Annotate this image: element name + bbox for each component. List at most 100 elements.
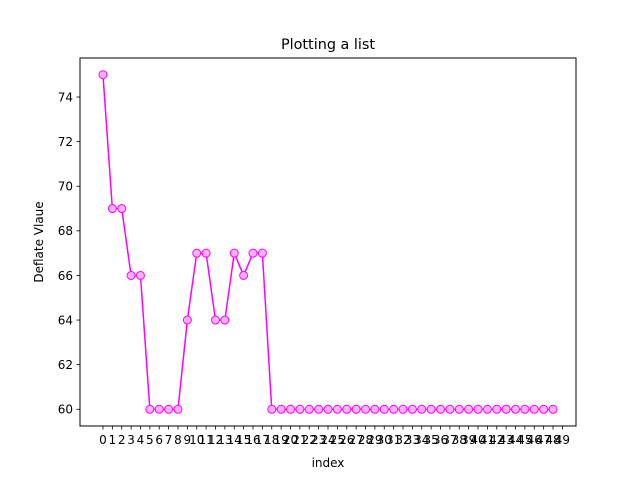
data-point [332, 404, 342, 414]
x-axis-label: index [312, 456, 345, 470]
y-tick-label: 70 [58, 180, 73, 194]
x-tick-label: 27 [348, 433, 363, 447]
x-tick-label: 34 [414, 433, 429, 447]
x-tick-label: 7 [165, 433, 173, 447]
data-point [389, 404, 399, 414]
data-point [342, 404, 352, 414]
data-point [295, 404, 305, 414]
y-tick-label: 64 [58, 313, 73, 327]
y-tick-label: 66 [58, 269, 73, 283]
y-axis-label: Deflate Vlaue [32, 201, 46, 282]
x-tick-label: 21 [292, 433, 307, 447]
y-axis: 60 62 64 66 68 70 72 74 [58, 90, 80, 417]
data-point [117, 204, 127, 214]
x-tick-label: 0 [99, 433, 107, 447]
data-point [248, 248, 258, 258]
x-tick-label: 41 [480, 433, 495, 447]
x-tick-label: 49 [555, 433, 570, 447]
plot-area [98, 70, 558, 414]
x-tick-label: 39 [461, 433, 476, 447]
data-point [417, 404, 427, 414]
x-tick-label: 48 [545, 433, 560, 447]
data-point [492, 404, 502, 414]
data-point [304, 404, 314, 414]
x-tick-label: 11 [198, 433, 213, 447]
x-tick-label: 40 [470, 433, 485, 447]
x-tick-label: 23 [311, 433, 326, 447]
data-point [379, 404, 389, 414]
x-tick-label: 29 [367, 433, 382, 447]
data-point [445, 404, 455, 414]
x-axis: 0 1 2 3 4 5 6 7 8 9101112131415161718192021222324… [99, 426, 570, 447]
y-tick-label: 72 [58, 135, 73, 149]
data-point [135, 270, 145, 280]
data-point [201, 248, 211, 258]
x-tick-label: 37 [442, 433, 457, 447]
data-point [426, 404, 436, 414]
x-tick-label: 38 [452, 433, 467, 447]
data-point [173, 404, 183, 414]
x-tick-label: 45 [517, 433, 532, 447]
y-tick-label: 74 [58, 90, 73, 104]
axes-frame [79, 57, 577, 427]
x-tick-label: 19 [273, 433, 288, 447]
x-tick-label: 6 [155, 433, 163, 447]
chart-title: Plotting a list [281, 37, 375, 53]
x-tick-label: 42 [489, 433, 504, 447]
x-tick-label: 36 [433, 433, 448, 447]
data-point [361, 404, 371, 414]
data-point [464, 404, 474, 414]
data-point [501, 404, 511, 414]
x-tick-label: 33 [405, 433, 420, 447]
data-point [351, 404, 361, 414]
x-tick-label: 9 [184, 433, 192, 447]
x-tick-label: 30 [377, 433, 392, 447]
x-tick-label: 2 [118, 433, 126, 447]
x-tick-label: 14 [227, 433, 242, 447]
x-tick-label: 12 [208, 433, 223, 447]
data-point [210, 315, 220, 325]
x-tick-label: 5 [146, 433, 154, 447]
data-point [539, 404, 549, 414]
data-point [323, 404, 333, 414]
data-point [257, 248, 267, 258]
x-tick-label: 24 [320, 433, 335, 447]
data-point [220, 315, 230, 325]
x-tick-label: 8 [174, 433, 182, 447]
data-point [107, 204, 117, 214]
x-tick-label: 44 [508, 433, 523, 447]
y-tick-label: 62 [58, 358, 73, 372]
data-point [285, 404, 295, 414]
x-tick-label: 3 [127, 433, 135, 447]
data-point [548, 404, 558, 414]
data-point [314, 404, 324, 414]
x-tick-label: 25 [330, 433, 345, 447]
x-tick-label: 13 [217, 433, 232, 447]
data-point [529, 404, 539, 414]
data-point [154, 404, 164, 414]
data-point [482, 404, 492, 414]
data-point [436, 404, 446, 414]
x-tick-label: 10 [189, 433, 204, 447]
data-point [511, 404, 521, 414]
x-tick-label: 20 [283, 433, 298, 447]
data-point [267, 404, 277, 414]
data-point [126, 270, 136, 280]
data-point [454, 404, 464, 414]
data-point [407, 404, 417, 414]
data-point [192, 248, 202, 258]
data-point [398, 404, 408, 414]
y-tick-label: 60 [58, 403, 73, 417]
data-point [229, 248, 239, 258]
x-tick-label: 4 [137, 433, 145, 447]
data-point [239, 270, 249, 280]
x-tick-label: 15 [236, 433, 251, 447]
x-tick-label: 47 [536, 433, 551, 447]
data-point [98, 70, 108, 80]
x-tick-label: 17 [255, 433, 270, 447]
x-tick-label: 18 [264, 433, 279, 447]
x-tick-label: 46 [527, 433, 542, 447]
data-point [276, 404, 286, 414]
